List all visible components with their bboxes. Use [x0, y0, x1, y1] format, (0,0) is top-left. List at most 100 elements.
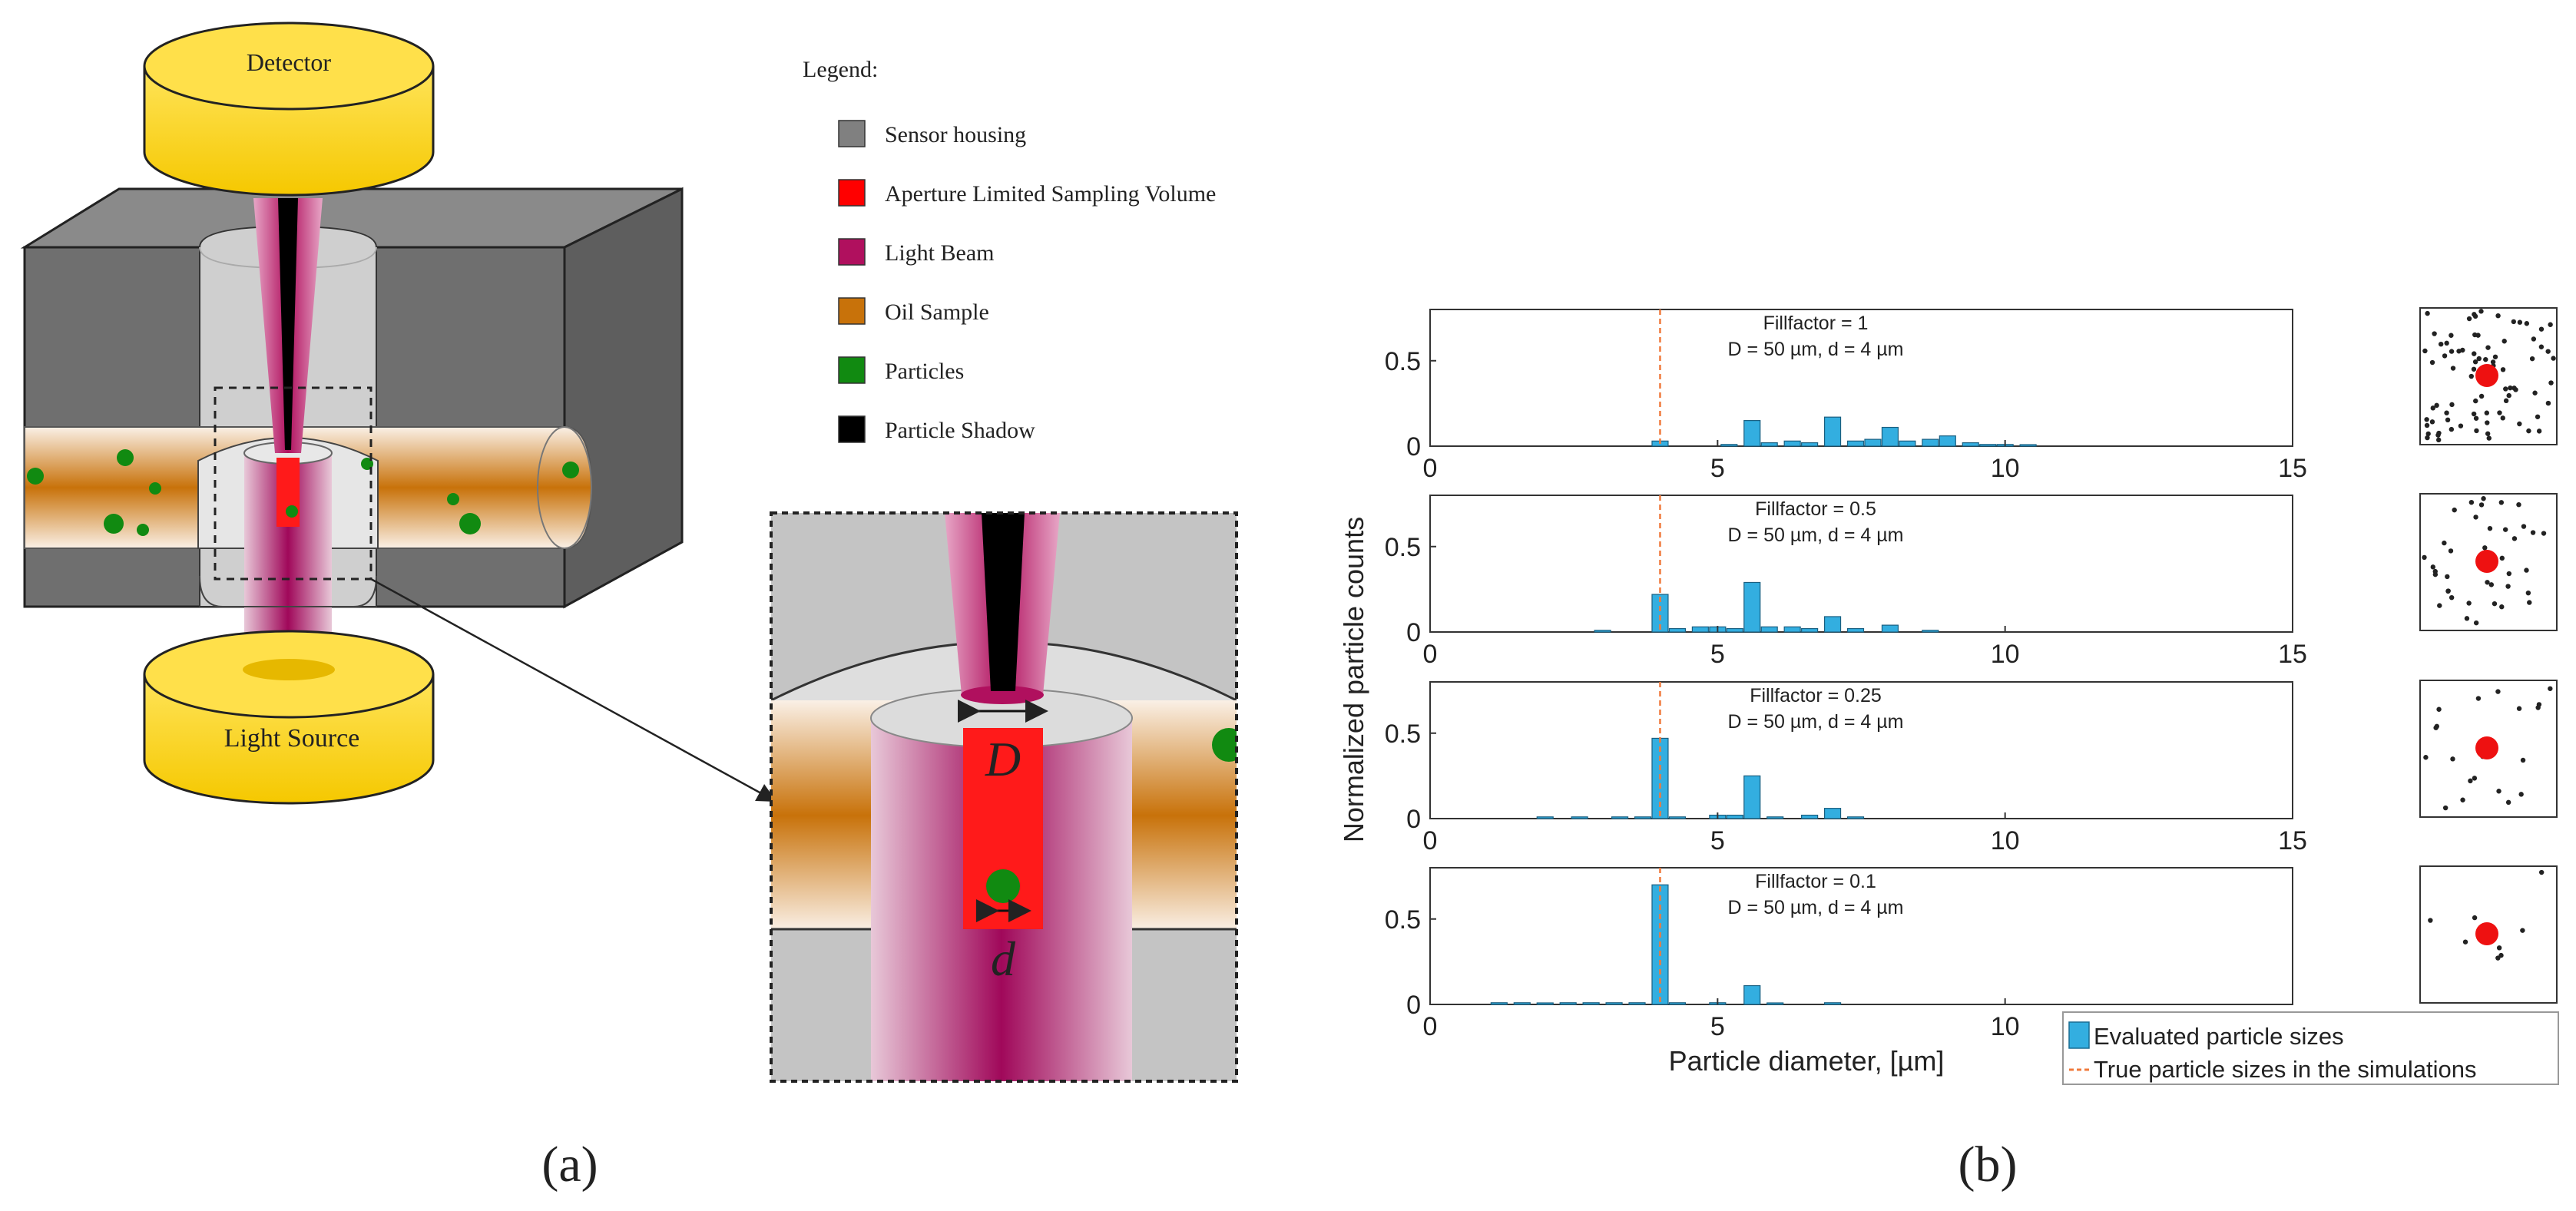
particle-dot: [2478, 393, 2485, 399]
particle-dot: [2478, 502, 2485, 508]
particle-dot: [2442, 353, 2448, 359]
particle-dot: [2503, 386, 2508, 392]
histogram-bar: [1605, 1002, 1623, 1005]
light-cone: [253, 198, 323, 453]
panel-a-diagram: Detector Light Source Legend: Sensor hou…: [20, 22, 1238, 1193]
particle-dot: [2445, 588, 2451, 594]
histogram-panel-1: 0 5 10 15 0 0.5 Fillfactor = 0.5 D = 50 µm, d =…: [1385, 495, 2307, 669]
particle-dot: [2449, 402, 2455, 408]
histogram-bar: [1490, 1002, 1508, 1005]
particle-dot: [2430, 564, 2436, 570]
histogram-bar: [1922, 630, 1939, 633]
histogram-bar: [1628, 1002, 1646, 1005]
panel-title: Fillfactor = 0.1: [1755, 871, 1876, 892]
particle-dot: [2476, 356, 2482, 362]
particle-dot: [2468, 499, 2475, 505]
particle-dot: [2429, 419, 2435, 425]
particle-dot: [2527, 600, 2532, 605]
axes-frame: [1429, 309, 2293, 447]
particle-dot: [2524, 321, 2530, 326]
particle-dot: [2444, 340, 2449, 346]
particle-dot: [2442, 805, 2449, 811]
particle-dot: [2502, 527, 2508, 532]
x-tick-label: 10: [1991, 640, 2020, 669]
histogram-bar: [1864, 438, 1882, 447]
x-tick-label: 10: [1991, 454, 2020, 483]
x-tick-label: 15: [2278, 640, 2307, 669]
histogram-bar: [1846, 816, 1865, 819]
particle-dot: [2541, 531, 2547, 536]
legend-item-label-3: Oil Sample: [885, 299, 989, 325]
sampling-volume: [276, 458, 300, 527]
histogram-bar: [1691, 626, 1709, 633]
histogram-bar: [1513, 1002, 1531, 1005]
particle-dot: [2483, 356, 2488, 362]
particle-dot: [2520, 757, 2526, 763]
particle-dot: [2473, 398, 2478, 404]
particle-dot: [2498, 500, 2505, 505]
particle-dot: [2471, 411, 2477, 417]
particle-dot: [2448, 548, 2454, 554]
histogram-bar: [1651, 594, 1669, 633]
particle-dot: [2424, 417, 2429, 422]
legend-swatch-1: [838, 179, 866, 207]
y-tick-label: 0: [1406, 618, 1421, 647]
panel-title: Fillfactor = 1: [1763, 313, 1869, 334]
histogram-bar: [1559, 1002, 1577, 1005]
histogram-bar: [1939, 435, 1956, 447]
panel-title: Fillfactor = 0.5: [1755, 498, 1876, 520]
histogram-bar: [1766, 816, 1784, 819]
particle-dot: [2526, 428, 2531, 434]
histogram-bar: [1846, 627, 1865, 633]
particle-dot: [2520, 928, 2525, 933]
legend-title: Legend:: [803, 57, 878, 82]
particle-dot: [2525, 590, 2531, 596]
particle-dot: [2529, 356, 2535, 362]
zoom-arrow: [370, 577, 776, 802]
panel-b-caption: (b): [1958, 1137, 2018, 1193]
particle-dot: [2475, 696, 2482, 701]
light-source-label: Light Source: [224, 724, 360, 753]
y-tick-label: 0.5: [1385, 533, 1421, 562]
particle-dot: [2502, 339, 2507, 344]
particle-dot: [2450, 366, 2456, 371]
histogram-stack: 0 5 10 15 0 0.5 Fillfactor = 1 D = 50 µm, d = 4…: [1385, 307, 2558, 1041]
particle-dot: [2434, 402, 2439, 409]
particle-dot: [2548, 686, 2553, 691]
particle-dot: [2548, 380, 2554, 385]
x-tick-label: 10: [1991, 1012, 2020, 1041]
particle-dot: [2430, 405, 2435, 411]
panel-subtitle: D = 50 µm, d = 4 µm: [1728, 897, 1904, 918]
x-tick-label: 15: [2278, 454, 2307, 483]
x-tick-label: 5: [1710, 454, 1725, 483]
particle-dot: [2444, 410, 2449, 415]
particle-dot: [2531, 336, 2537, 342]
particle-dot: [2456, 349, 2462, 354]
particle-dot: [2517, 421, 2522, 427]
particle-dot: [2435, 437, 2442, 443]
particle-dot: [2460, 797, 2465, 802]
particle-dot: [2548, 322, 2553, 327]
y-tick-label: 0: [1406, 991, 1421, 1020]
particle-dot: [2428, 918, 2433, 923]
particle-dot: [2516, 706, 2522, 711]
light-source: Light Source: [143, 630, 435, 805]
particle-dot: [2432, 331, 2437, 336]
particle-field-thumbnail: [2419, 865, 2558, 1004]
legend-item-label-0: Sensor housing: [885, 122, 1026, 147]
particle-dot: [2422, 554, 2427, 561]
x-axis-label: Particle diameter, [µm]: [1669, 1045, 1945, 1077]
x-tick-label: 0: [1423, 826, 1438, 855]
particle-dot: [2450, 756, 2455, 762]
particle-dot: [2472, 351, 2477, 356]
histogram-bar: [1801, 814, 1819, 819]
particle-dot: [2429, 359, 2435, 366]
particle-dot: [2538, 326, 2545, 332]
particle-dot: [2472, 359, 2478, 365]
histogram-bar: [1846, 440, 1865, 447]
legend-item-label-2: Light Beam: [885, 240, 994, 266]
particle-dot: [2538, 869, 2545, 875]
histogram-bar: [1823, 416, 1842, 447]
detector: Detector: [143, 22, 435, 197]
y-tick-label: 0.5: [1385, 347, 1421, 376]
